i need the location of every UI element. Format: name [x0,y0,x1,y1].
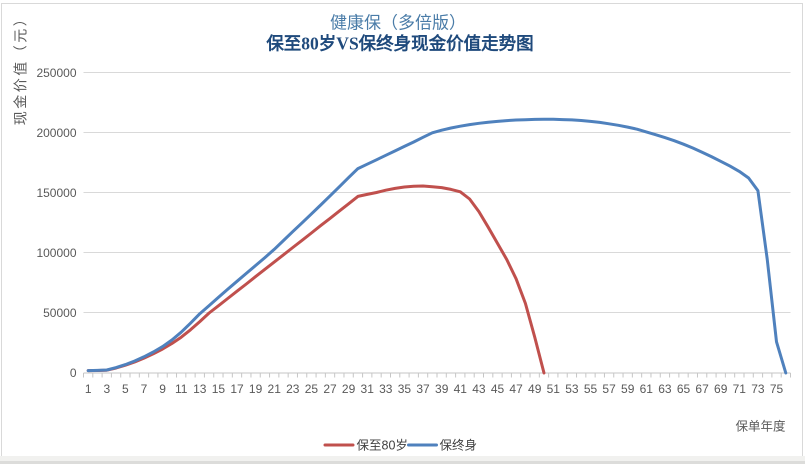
svg-text:65: 65 [677,382,691,396]
svg-text:73: 73 [751,382,765,396]
svg-text:41: 41 [454,382,468,396]
svg-text:33: 33 [379,382,393,396]
svg-text:35: 35 [398,382,412,396]
svg-text:15: 15 [212,382,226,396]
svg-text:37: 37 [416,382,430,396]
svg-text:69: 69 [714,382,728,396]
svg-text:53: 53 [565,382,579,396]
svg-text:47: 47 [509,382,523,396]
svg-text:3: 3 [103,382,110,396]
svg-text:27: 27 [323,382,337,396]
svg-text:51: 51 [547,382,561,396]
svg-text:39: 39 [435,382,449,396]
svg-text:21: 21 [268,382,282,396]
svg-text:150000: 150000 [36,186,76,200]
svg-text:23: 23 [286,382,300,396]
svg-text:250000: 250000 [36,66,76,80]
svg-text:100000: 100000 [36,246,76,260]
svg-text:71: 71 [733,382,747,396]
svg-text:43: 43 [472,382,486,396]
svg-text:59: 59 [621,382,635,396]
svg-text:0: 0 [70,366,77,380]
svg-text:保单年度: 保单年度 [736,419,787,434]
svg-text:现金价值（元）: 现金价值（元） [13,10,29,126]
svg-text:7: 7 [141,382,148,396]
svg-text:61: 61 [640,382,654,396]
svg-text:63: 63 [658,382,672,396]
svg-text:保至80岁VS保终身现金价值走势图: 保至80岁VS保终身现金价值走势图 [265,34,533,54]
svg-text:25: 25 [305,382,319,396]
svg-text:29: 29 [342,382,356,396]
svg-text:5: 5 [122,382,129,396]
svg-text:49: 49 [528,382,542,396]
svg-text:200000: 200000 [36,126,76,140]
svg-text:55: 55 [584,382,598,396]
svg-text:1: 1 [85,382,92,396]
svg-text:31: 31 [361,382,375,396]
svg-text:57: 57 [602,382,616,396]
svg-text:19: 19 [249,382,263,396]
svg-text:45: 45 [491,382,505,396]
svg-text:保至80岁: 保至80岁 [357,438,408,453]
svg-text:9: 9 [159,382,166,396]
svg-text:健康保（多倍版）: 健康保（多倍版） [330,14,466,33]
svg-text:11: 11 [175,382,188,396]
svg-text:67: 67 [695,382,709,396]
svg-text:17: 17 [230,382,244,396]
svg-text:50000: 50000 [43,306,77,320]
svg-text:13: 13 [193,382,207,396]
svg-text:保终身: 保终身 [440,438,478,453]
svg-text:75: 75 [770,382,784,396]
